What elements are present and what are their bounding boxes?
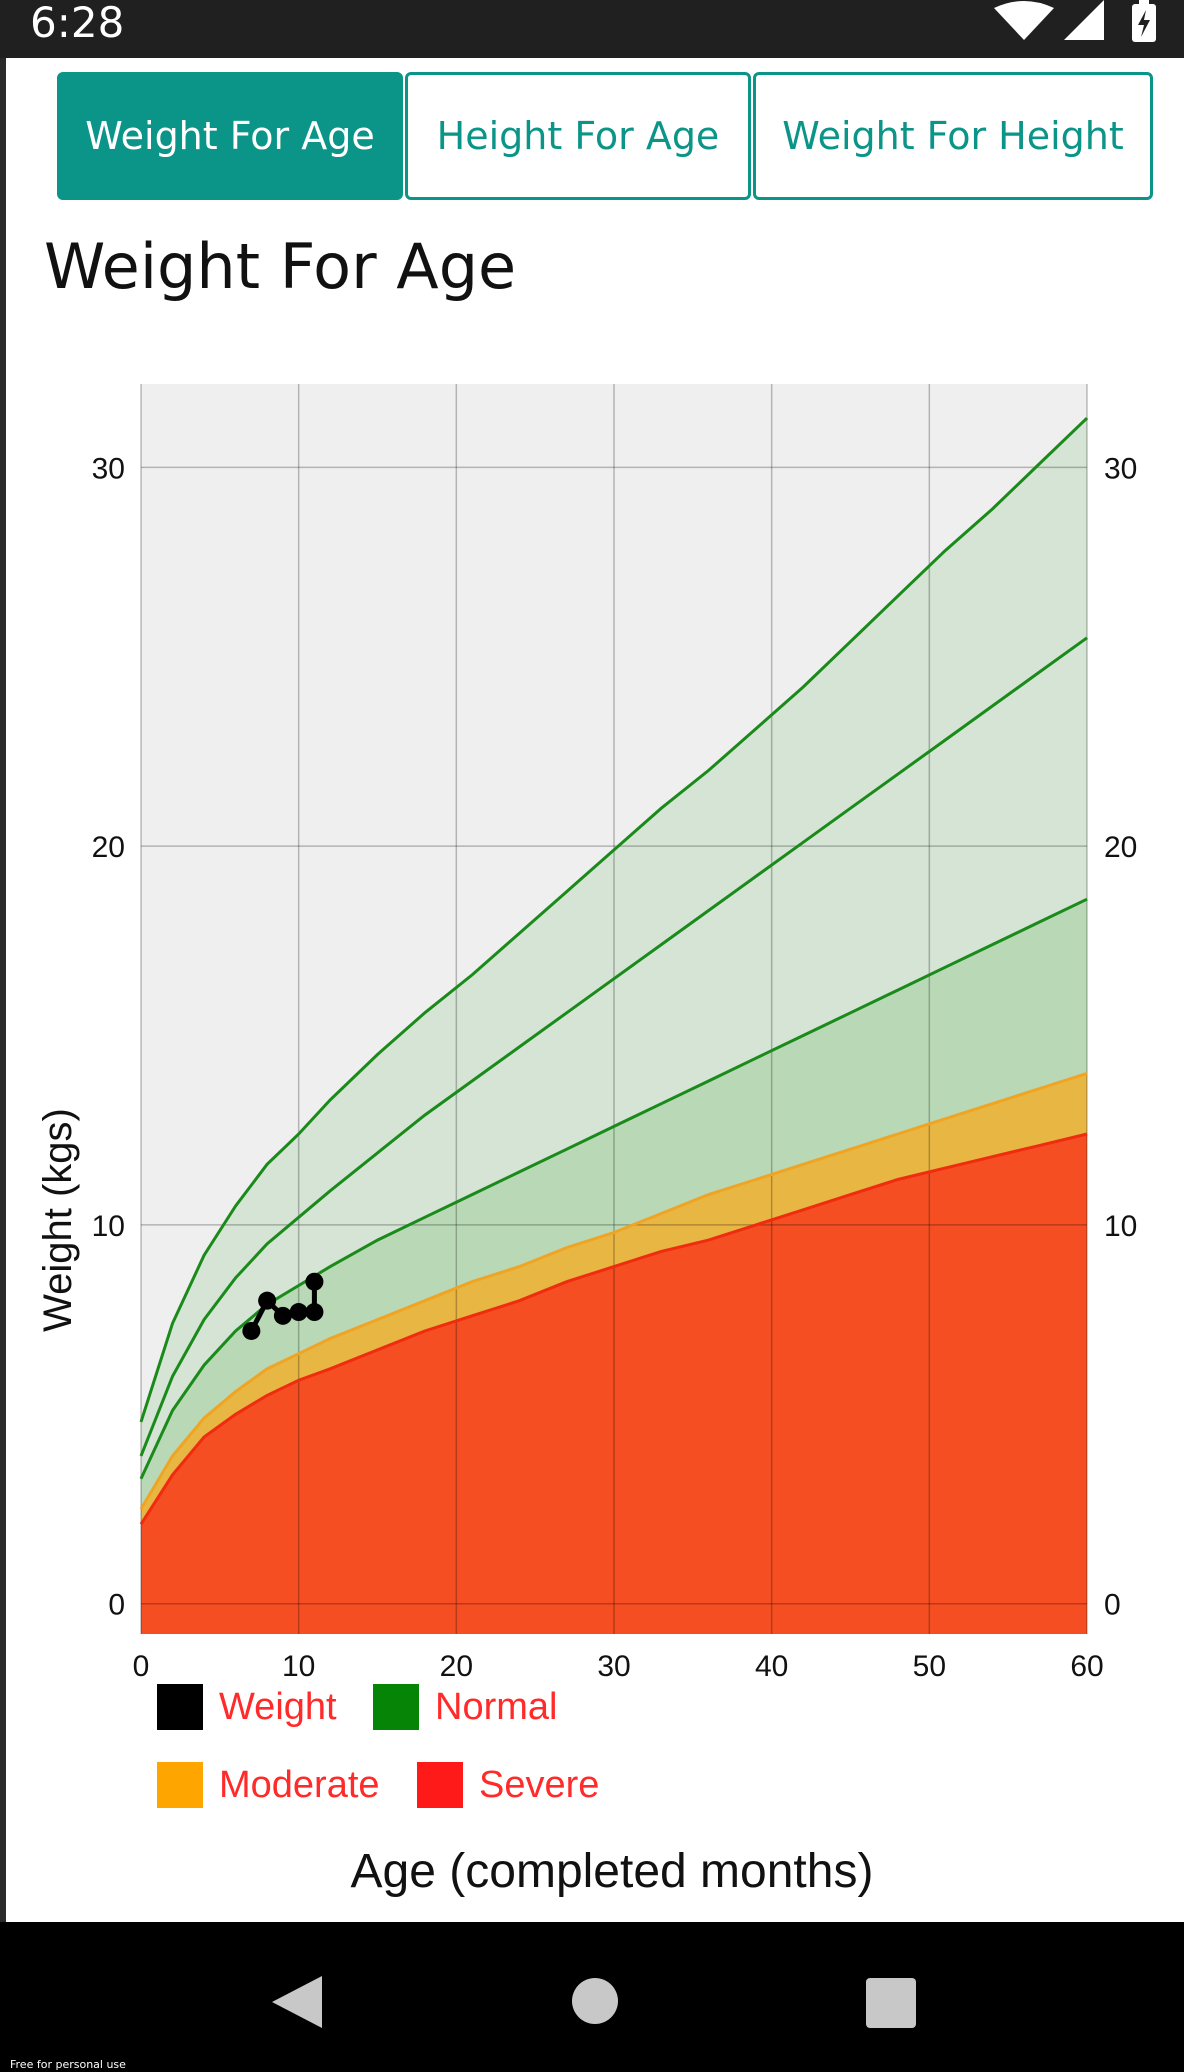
y-tick-label-right: 20 (1104, 831, 1137, 864)
y-tick-label-left: 0 (108, 1589, 125, 1622)
severe-band (141, 1134, 1087, 1634)
legend-swatch (157, 1762, 203, 1808)
status-time: 6:28 (30, 0, 125, 47)
tab-weight-for-age[interactable]: Weight For Age (57, 72, 403, 200)
normal-line (139, 417, 1089, 1423)
normal-band-lower (141, 899, 1087, 1509)
weight-point (305, 1303, 324, 1322)
normal-band-middle (141, 637, 1087, 1479)
y-tick-label-left: 30 (92, 452, 125, 485)
x-tick-label: 20 (440, 1650, 473, 1683)
x-tick-label: 40 (755, 1650, 788, 1683)
legend-label: Moderate (219, 1764, 380, 1806)
status-icons (994, 0, 1156, 42)
severe-boundary-line (139, 1132, 1088, 1526)
weight-point (258, 1291, 277, 1310)
y-tick-label-right: 0 (1104, 1589, 1121, 1622)
legend-label: Weight (219, 1686, 337, 1728)
y-tick-label-right: 10 (1104, 1210, 1137, 1243)
legend-swatch (157, 1684, 203, 1730)
wifi-icon (994, 1, 1054, 40)
back-icon[interactable] (270, 1974, 324, 2030)
y-axis-label: Weight (kgs) (36, 1108, 80, 1332)
home-icon[interactable] (572, 1978, 618, 2024)
x-tick-label: 0 (133, 1650, 150, 1683)
moderate-boundary-line (139, 1071, 1088, 1510)
moderate-band (141, 1073, 1087, 1525)
x-tick-label: 50 (913, 1650, 946, 1683)
y-tick-label-left: 10 (92, 1210, 125, 1243)
chart-series (242, 1272, 324, 1340)
recents-icon[interactable] (866, 1978, 916, 2028)
chart-grid (140, 384, 1088, 1634)
tab-bar: Weight For Age Height For Age Weight For… (57, 72, 1153, 204)
status-bar: 6:28 (0, 0, 1184, 58)
tab-weight-for-height[interactable]: Weight For Height (753, 72, 1153, 200)
navigation-bar (0, 1922, 1184, 2072)
y-tick-label-right: 30 (1104, 452, 1137, 485)
window-edge (0, 58, 6, 1922)
chart-legend: Weight Normal Moderate Severe (157, 1684, 599, 1808)
normal-line (139, 897, 1088, 1480)
chart-bands (141, 418, 1087, 1634)
page-title: Weight For Age (44, 230, 517, 303)
weight-point (289, 1303, 308, 1322)
normal-band-upper (141, 418, 1087, 1457)
chart-band-lines (139, 417, 1089, 1526)
weight-point (273, 1306, 292, 1325)
legend-swatch (373, 1684, 419, 1730)
x-tick-label: 10 (282, 1650, 315, 1683)
x-axis-ticks: 0 10 20 30 40 50 60 (133, 1650, 1104, 1683)
battery-charging-icon (1132, 0, 1156, 42)
x-axis-label: Age (completed months) (351, 1845, 874, 1898)
legend-swatch (417, 1762, 463, 1808)
y-axis-ticks: 0 0 10 10 20 20 30 30 (92, 452, 1138, 1621)
signal-icon (1064, 0, 1104, 40)
weight-point (242, 1321, 261, 1340)
legend-label: Normal (435, 1686, 557, 1728)
watermark: Free for personal use (10, 2058, 126, 2071)
x-tick-label: 60 (1070, 1650, 1103, 1683)
y-tick-label-left: 20 (92, 831, 125, 864)
normal-line (139, 636, 1088, 1457)
x-tick-label: 30 (597, 1650, 630, 1683)
weight-point (305, 1272, 324, 1291)
legend-label: Severe (479, 1764, 599, 1806)
tab-height-for-age[interactable]: Height For Age (405, 72, 751, 200)
